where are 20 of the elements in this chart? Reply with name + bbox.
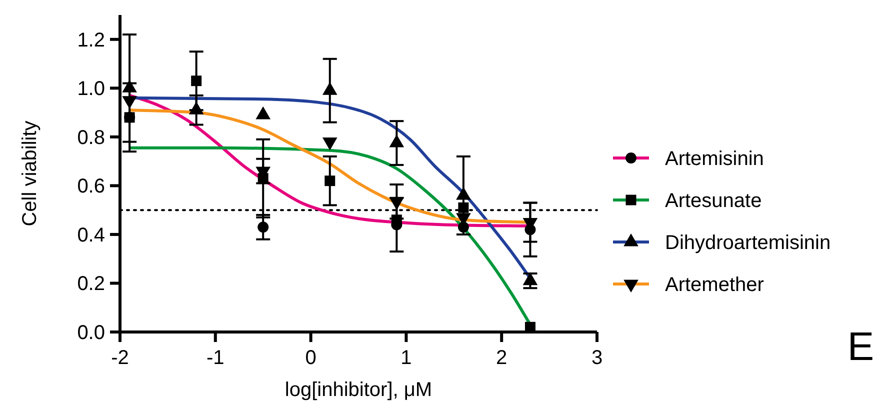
y-tick-label: 1.0 <box>77 78 105 100</box>
y-tick-label: 0.2 <box>77 273 105 296</box>
legend-label: Dihydroartemisinin <box>665 232 831 254</box>
x-tick-label: -1 <box>206 347 224 369</box>
y-tick-label: 0.8 <box>77 126 105 149</box>
y-tick-label: 0.6 <box>77 176 105 198</box>
x-tick-label: 2 <box>496 347 508 369</box>
y-tick-label: 0.0 <box>77 322 105 344</box>
y-axis-title: Cell viability <box>19 120 41 226</box>
text: E <box>847 325 874 369</box>
y-tick-label: 0.4 <box>77 224 105 246</box>
legend-label: Artemether <box>665 274 764 296</box>
x-tick-label: 3 <box>591 347 603 369</box>
legend-label: Artesunate <box>665 190 762 212</box>
y-tick-label: 1.2 <box>77 29 105 52</box>
x-tick-label: -2 <box>111 347 129 369</box>
x-axis-title: log[inhibitor], μM <box>284 379 432 401</box>
x-tick-label: 1 <box>400 347 412 369</box>
x-tick-label: 0 <box>305 347 316 369</box>
legend-label: Artemisinin <box>665 148 764 170</box>
